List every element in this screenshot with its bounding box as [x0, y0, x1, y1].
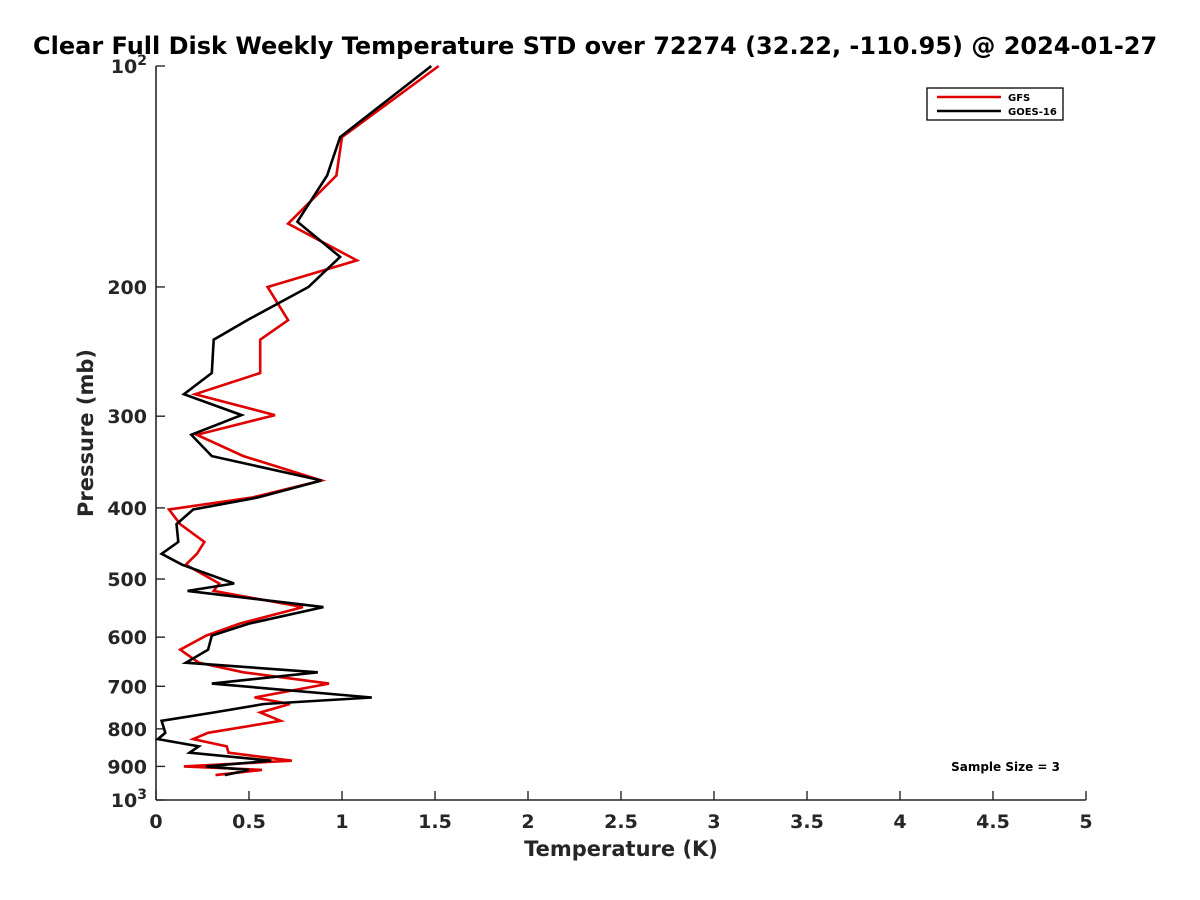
- sample-size-annotation: Sample Size = 3: [951, 760, 1060, 774]
- series-line-goes-16: [154, 64, 433, 777]
- x-tick-label: 0.5: [232, 811, 266, 833]
- x-tick-label: 5: [1079, 811, 1092, 833]
- y-tick-label: 600: [107, 627, 147, 649]
- legend: GFS GOES-16: [926, 87, 1064, 121]
- x-axis-label: Temperature (K): [524, 837, 718, 861]
- x-tick-label: 1.5: [418, 811, 452, 833]
- chart-title: Clear Full Disk Weekly Temperature STD o…: [33, 32, 1157, 60]
- x-tick-label: 2.5: [604, 811, 638, 833]
- y-tick-label: 900: [107, 756, 147, 778]
- y-tick-label: 400: [107, 498, 147, 520]
- y-tick-label: 300: [107, 406, 147, 428]
- x-tick-label: 1: [335, 811, 348, 833]
- legend-label: GOES-16: [1008, 107, 1057, 118]
- axes: 0 0.5 1 1.5 2 2.5 3 3.5 4 4.5 5 102 200 300 400 500 600 7…: [107, 53, 1092, 833]
- series-line-gfs: [166, 64, 440, 777]
- x-tick-label: 4: [893, 811, 906, 833]
- y-tick-label: 700: [107, 676, 147, 698]
- y-tick-label: 800: [107, 719, 147, 741]
- x-tick-label: 3: [707, 811, 720, 833]
- x-tick-label: 2: [521, 811, 534, 833]
- series-layer: [154, 64, 440, 777]
- y-tick-label: 103: [111, 787, 147, 812]
- x-tick-label: 3.5: [790, 811, 824, 833]
- x-tick-label: 4.5: [976, 811, 1010, 833]
- y-tick-label: 500: [107, 569, 147, 591]
- legend-box: [926, 87, 1064, 121]
- y-tick-label: 102: [111, 53, 147, 78]
- y-tick-label: 200: [107, 277, 147, 299]
- legend-label: GFS: [1008, 93, 1030, 104]
- y-axis-label: Pressure (mb): [74, 349, 98, 517]
- x-tick-label: 0: [149, 811, 162, 833]
